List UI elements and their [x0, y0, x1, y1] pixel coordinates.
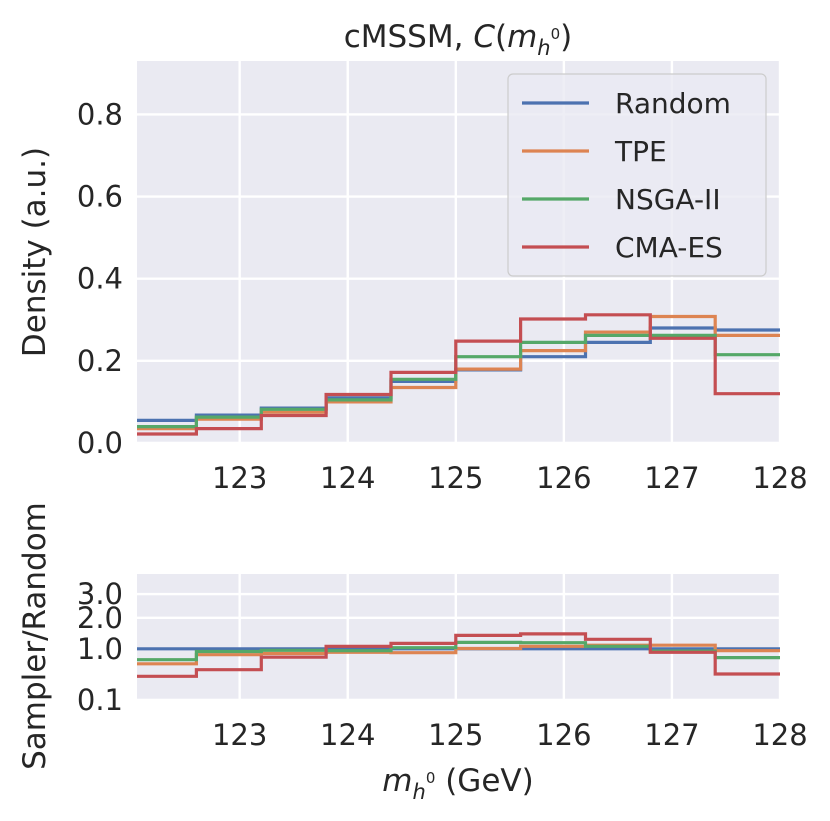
ratio-panel: 123 124 125 126 127 128 0.1 1.02.03.0 Sampler/…	[17, 502, 808, 804]
legend-frame	[507, 73, 767, 277]
x-axis-label: mh0 (GeV)	[382, 763, 533, 804]
ratio-x-tick-127: 127	[644, 718, 699, 752]
ratio-y-tick-labels: 0.1 1.02.03.0	[77, 577, 123, 717]
ratio-x-tick-124: 124	[320, 718, 375, 752]
density-y-tick-0.4: 0.4	[77, 262, 123, 296]
density-x-tick-labels: 123 124 125 126 127 128	[212, 461, 808, 495]
density-y-tick-0.8: 0.8	[77, 97, 123, 131]
density-y-tick-0.6: 0.6	[77, 180, 123, 214]
ratio-y-tick-2.0: 2.0	[77, 601, 123, 635]
density-x-tick-124: 124	[320, 461, 375, 495]
density-x-tick-126: 126	[536, 461, 591, 495]
density-x-tick-128: 128	[752, 461, 807, 495]
density-series-cma-es	[137, 313, 780, 436]
density-y-tick-0.0: 0.0	[77, 426, 123, 460]
ratio-x-tick-123: 123	[212, 718, 267, 752]
legend-label-random: Random	[615, 87, 731, 120]
density-x-tick-123: 123	[212, 461, 267, 495]
legend-entries: Random TPE NSGA-II CMA-ES	[522, 87, 731, 264]
density-series-group	[137, 313, 780, 436]
legend-label-cma-es: CMA-ES	[615, 231, 723, 264]
ratio-y-axis-label: Sampler/Random	[17, 502, 53, 770]
density-x-tick-127: 127	[644, 461, 699, 495]
ratio-series-cma-es	[137, 632, 780, 678]
density-y-tick-labels: 0.0 0.2 0.4 0.6 0.8	[77, 97, 123, 460]
ratio-x-tick-126: 126	[536, 718, 591, 752]
ratio-x-tick-labels: 123 124 125 126 127 128	[212, 718, 808, 752]
legend: Random TPE NSGA-II CMA-ES	[507, 73, 767, 277]
chart-title: cMSSM, C(mh0)	[344, 19, 573, 60]
ratio-y-tick-1.0: 1.0	[77, 632, 123, 666]
density-x-tick-125: 125	[428, 461, 483, 495]
ratio-series-group	[137, 632, 780, 678]
ratio-y-tick-0.1: 0.1	[77, 683, 123, 717]
ratio-y-tick-3.0: 3.0	[77, 577, 123, 611]
density-y-tick-0.2: 0.2	[77, 344, 123, 378]
ratio-x-tick-128: 128	[752, 718, 807, 752]
density-panel: 123 124 125 126 127 128 0.0 0.2 0.4 0.6 0.8 cMSSM…	[17, 19, 808, 495]
ratio-x-tick-125: 125	[428, 718, 483, 752]
legend-label-nsga-ii: NSGA-II	[615, 183, 721, 216]
density-y-axis-label: Density (a.u.)	[17, 147, 53, 357]
legend-label-tpe: TPE	[614, 135, 667, 168]
